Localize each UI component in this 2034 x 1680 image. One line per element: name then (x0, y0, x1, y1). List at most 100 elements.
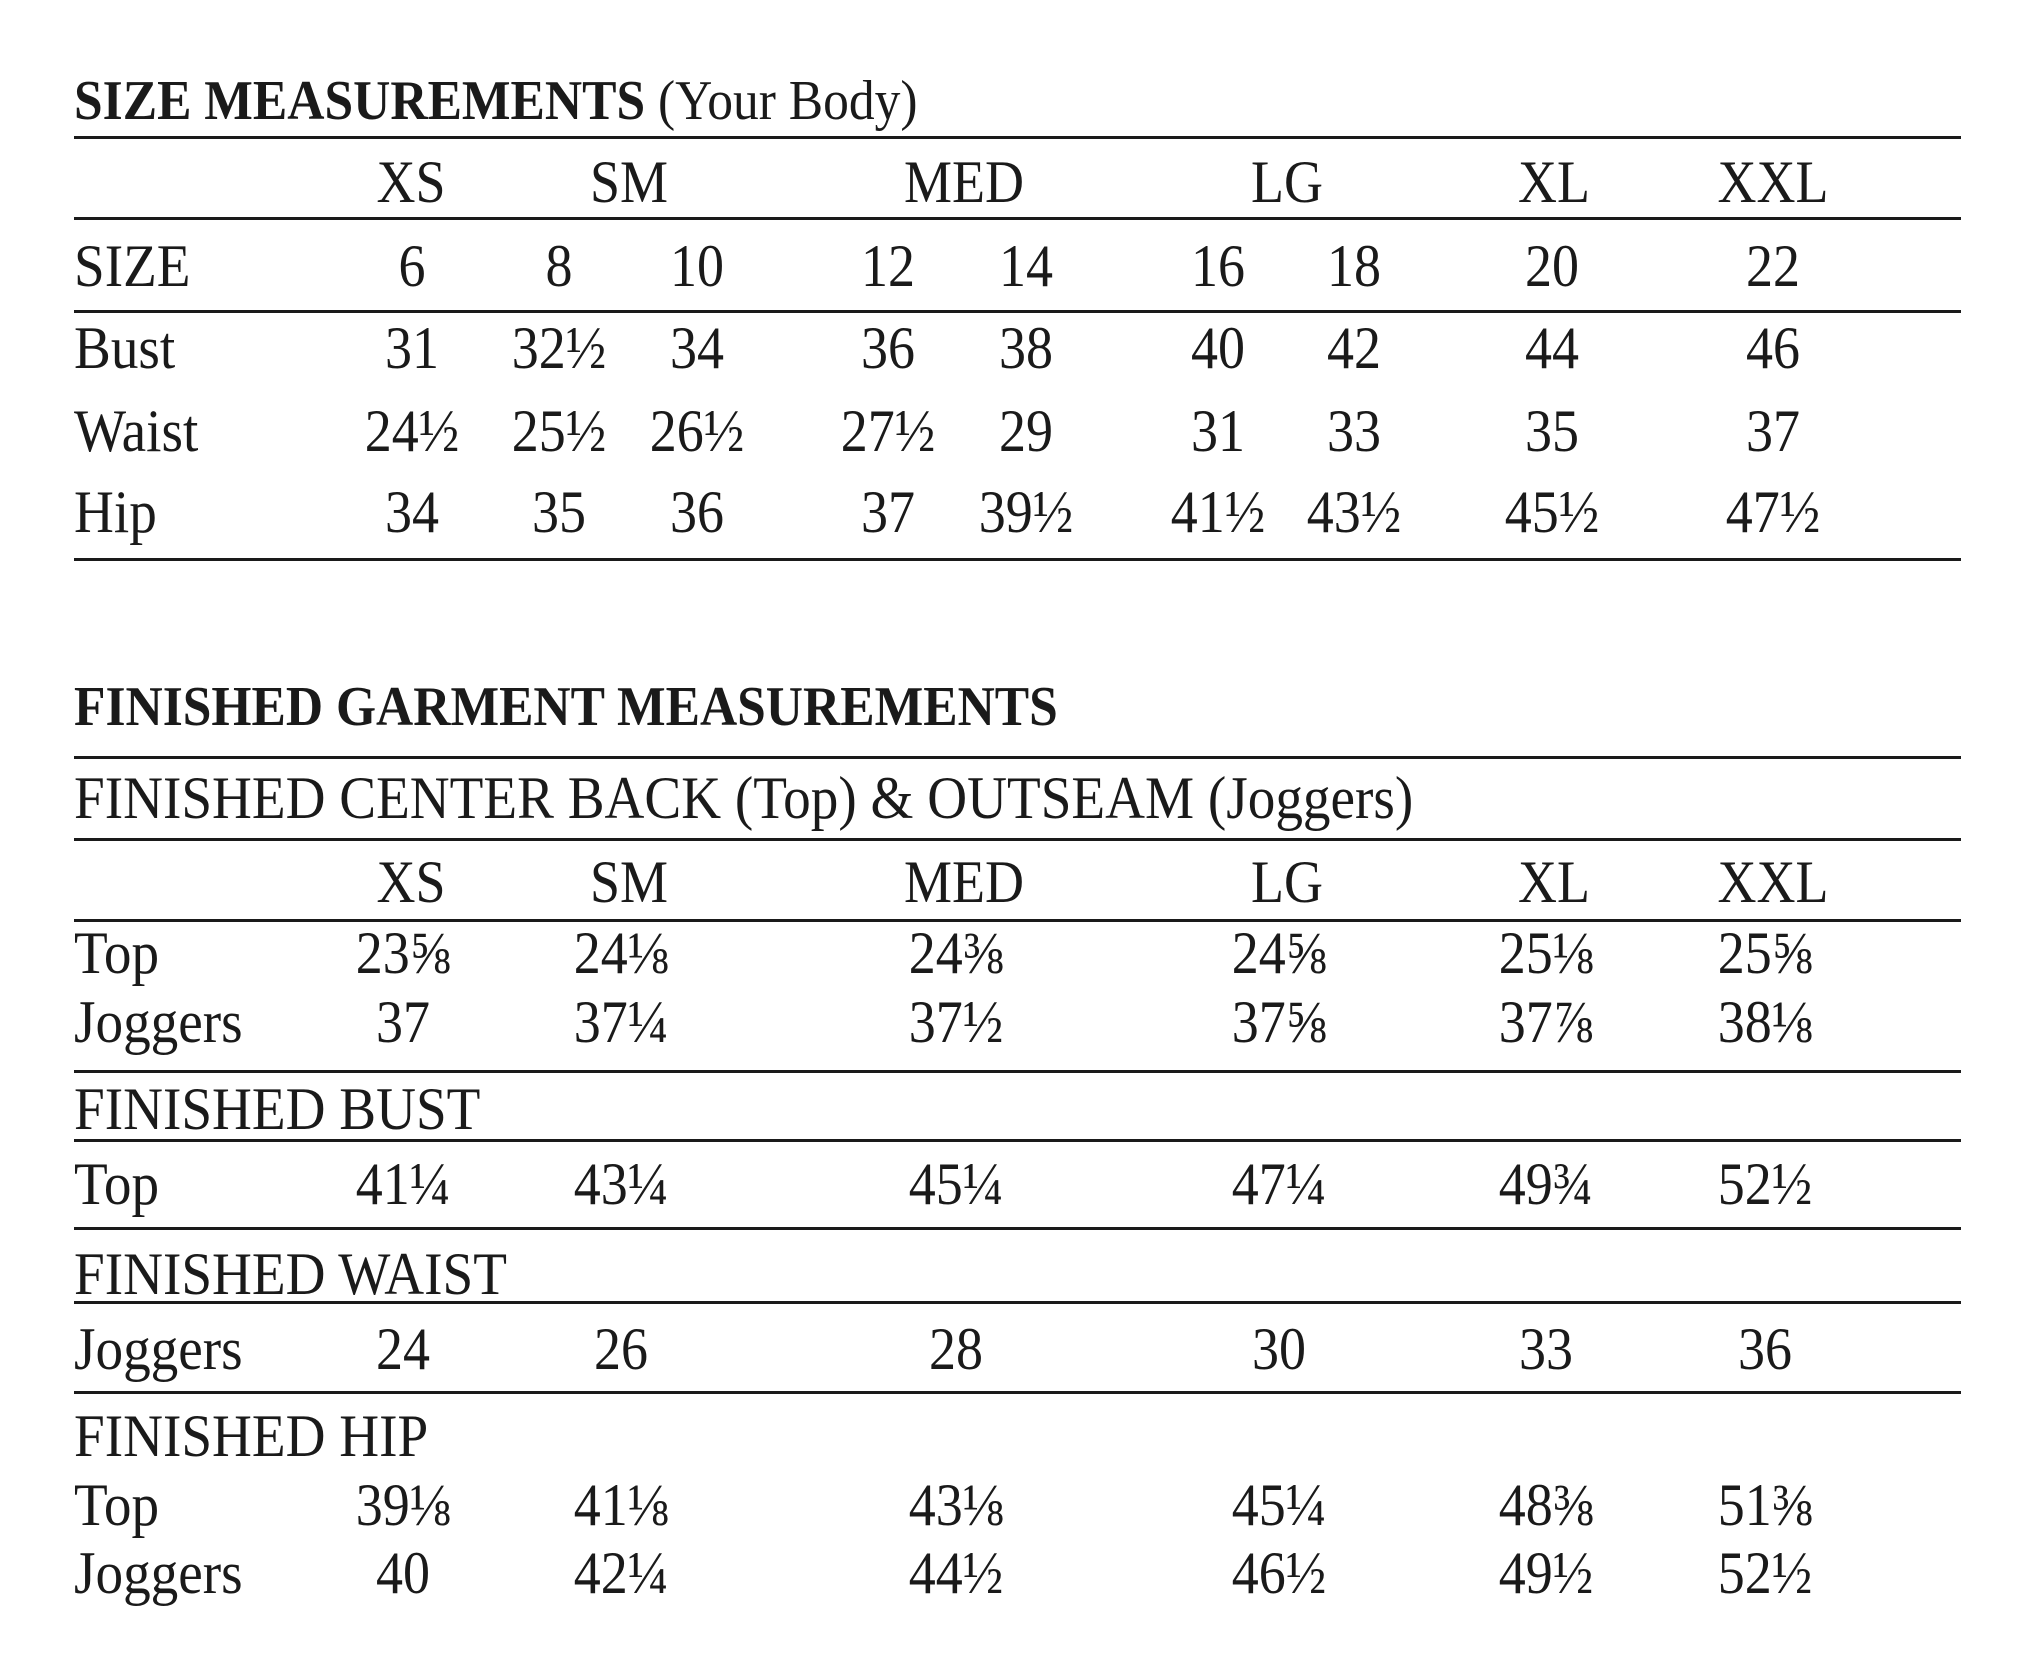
size-number: 16 (1191, 233, 1245, 299)
measurement-cell: 37 (1746, 398, 1800, 464)
measurement-cell: 48⅜ (1498, 1472, 1594, 1538)
measurement-cell: 34 (385, 479, 439, 545)
size-group-header: SM (589, 849, 669, 915)
size-group-header: XL (1518, 149, 1590, 215)
row-label: Bust (74, 315, 176, 381)
measurement-cell: 41¼ (355, 1151, 451, 1217)
measurement-cell: 33 (1519, 1316, 1573, 1382)
size-number: 22 (1746, 233, 1800, 299)
measurement-cell: 37 (861, 479, 915, 545)
measurement-cell: 24½ (364, 398, 460, 464)
measurement-cell: 29 (999, 398, 1053, 464)
measurement-cell: 28 (929, 1316, 983, 1382)
measurement-cell: 26 (594, 1316, 648, 1382)
size-group-header: XL (1518, 849, 1590, 915)
size-measurements-title: SIZE MEASUREMENTS (Your Body) (74, 73, 918, 129)
measurement-cell: 47½ (1725, 479, 1821, 545)
measurement-cell: 37¼ (573, 989, 669, 1055)
row-label: Joggers (74, 989, 243, 1055)
measurement-cell: 43¼ (573, 1151, 669, 1217)
size-number: 6 (398, 233, 426, 299)
garment-measurements-title: FINISHED GARMENT MEASUREMENTS (74, 676, 1058, 738)
row-label: Joggers (74, 1540, 243, 1606)
row-label: Joggers (74, 1316, 243, 1382)
measurement-cell: 30 (1252, 1316, 1306, 1382)
measurement-cell: 34 (670, 315, 724, 381)
measurement-cell: 36 (861, 315, 915, 381)
measurement-cell: 46 (1746, 315, 1800, 381)
measurement-cell: 23⅝ (355, 920, 451, 986)
size-group-header: XXL (1717, 849, 1829, 915)
divider (74, 919, 1961, 922)
divider (74, 558, 1961, 561)
measurement-cell: 27½ (840, 398, 936, 464)
row-label: SIZE (74, 233, 191, 299)
divider (74, 136, 1961, 139)
divider (74, 1070, 1961, 1073)
size-group-header: SM (589, 149, 669, 215)
measurement-cell: 31 (385, 315, 439, 381)
measurement-cell: 24⅛ (573, 920, 669, 986)
size-number: 20 (1525, 233, 1579, 299)
divider (74, 756, 1961, 759)
measurement-cell: 38⅛ (1717, 989, 1813, 1055)
divider (74, 310, 1961, 313)
measurement-cell: 44 (1525, 315, 1579, 381)
measurement-cell: 44½ (908, 1540, 1004, 1606)
measurement-cell: 41⅛ (573, 1472, 669, 1538)
measurement-cell: 43⅛ (908, 1472, 1004, 1538)
size-group-header: LG (1251, 149, 1323, 215)
measurement-cell: 35 (1525, 398, 1579, 464)
divider (74, 1227, 1961, 1230)
measurement-cell: 25⅝ (1717, 920, 1813, 986)
divider (74, 838, 1961, 841)
group-label: FINISHED WAIST (74, 1241, 507, 1307)
measurement-cell: 45¼ (1231, 1472, 1327, 1538)
measurement-cell: 52½ (1717, 1151, 1813, 1217)
size-number: 8 (545, 233, 573, 299)
measurement-cell: 24 (376, 1316, 430, 1382)
measurement-cell: 40 (1191, 315, 1245, 381)
measurement-cell: 46½ (1231, 1540, 1327, 1606)
divider (74, 1301, 1961, 1304)
divider (74, 1391, 1961, 1394)
size-group-header: MED (903, 149, 1025, 215)
size-group-header: XXL (1717, 149, 1829, 215)
size-group-header: MED (903, 849, 1025, 915)
row-label: Top (74, 1472, 160, 1538)
measurement-cell: 37 (376, 989, 430, 1055)
measurement-cell: 32½ (511, 315, 607, 381)
size-group-header: LG (1251, 849, 1323, 915)
size-group-header: XS (376, 849, 446, 915)
title-text: SIZE MEASUREMENTS (74, 70, 646, 132)
size-number: 18 (1327, 233, 1381, 299)
measurement-cell: 42¼ (573, 1540, 669, 1606)
size-number: 12 (861, 233, 915, 299)
divider (74, 1139, 1961, 1142)
measurement-cell: 49¾ (1498, 1151, 1594, 1217)
row-label: Top (74, 920, 160, 986)
group-label: FINISHED BUST (74, 1076, 481, 1142)
divider (74, 217, 1961, 220)
measurement-cell: 39½ (978, 479, 1074, 545)
measurement-cell: 37⅝ (1231, 989, 1327, 1055)
measurement-cell: 33 (1327, 398, 1381, 464)
measurement-cell: 37⅞ (1498, 989, 1594, 1055)
measurement-cell: 37½ (908, 989, 1004, 1055)
measurement-cell: 35 (532, 479, 586, 545)
row-label: Waist (74, 398, 199, 464)
measurement-cell: 39⅛ (355, 1472, 451, 1538)
row-label: Hip (74, 479, 157, 545)
measurement-cell: 51⅜ (1717, 1472, 1813, 1538)
measurement-cell: 26½ (649, 398, 745, 464)
measurement-cell: 38 (999, 315, 1053, 381)
measurement-cell: 42 (1327, 315, 1381, 381)
size-number: 10 (670, 233, 724, 299)
measurement-cell: 36 (670, 479, 724, 545)
measurement-cell: 24⅝ (1231, 920, 1327, 986)
measurement-cell: 25½ (511, 398, 607, 464)
measurement-cell: 24⅜ (908, 920, 1004, 986)
measurement-cell: 40 (376, 1540, 430, 1606)
measurement-cell: 49½ (1498, 1540, 1594, 1606)
measurement-cell: 36 (1738, 1316, 1792, 1382)
